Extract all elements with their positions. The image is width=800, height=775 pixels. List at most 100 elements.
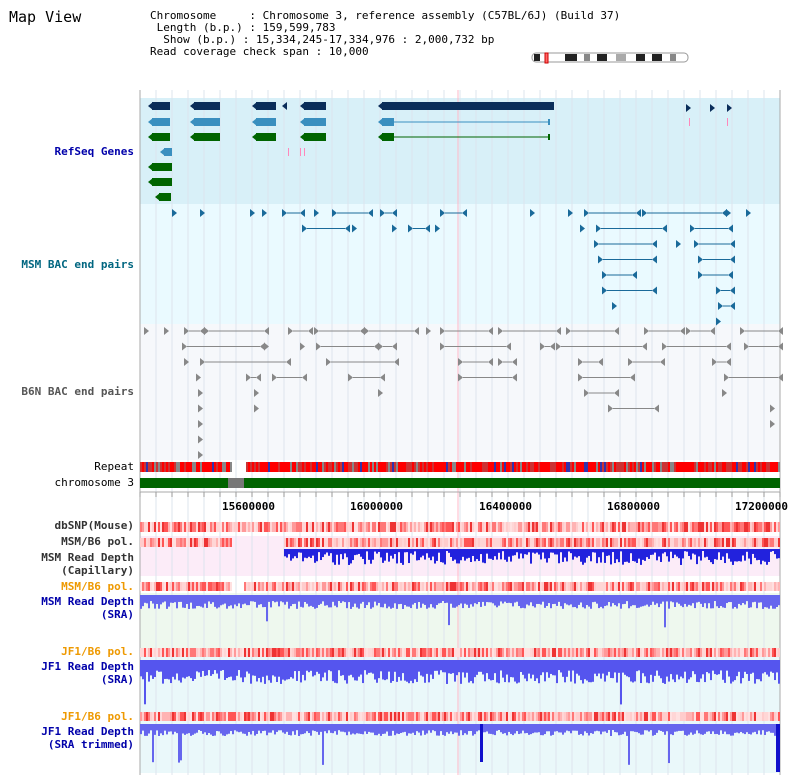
heat-segment [360,582,362,591]
depth-bar [316,549,318,562]
depth-bar [314,549,316,563]
depth-bar [486,595,488,603]
heat-segment [350,648,352,657]
heat-segment [778,582,780,591]
depth-bar [702,595,704,608]
heat-segment [688,582,690,591]
depth-bar [476,660,478,675]
repeat-segment [762,462,764,472]
heat-segment [396,648,398,657]
depth-bar [592,660,594,682]
depth-bar [746,549,748,552]
heat-segment [632,522,634,532]
label-b6n-bac[interactable]: B6N BAC end pairs [21,385,134,398]
heat-segment [282,712,284,721]
depth-bar [374,660,376,680]
label-repeat[interactable]: Repeat [94,460,134,473]
depth-bar [444,549,446,565]
repeat-segment [406,462,408,472]
heat-segment [474,582,476,591]
depth-bar [184,595,186,608]
heat-segment [224,522,226,532]
label-msm-depth-cap[interactable]: MSM Read Depth [41,551,134,564]
repeat-segment [470,462,472,472]
depth-bar [650,660,652,675]
depth-bar [272,660,274,676]
heat-segment [172,648,174,657]
heat-segment [340,712,342,721]
chromosome-ideogram[interactable] [531,52,689,64]
b6n-bac-track[interactable] [144,327,783,459]
gene-arrow [710,104,715,112]
repeat-segment [650,462,652,472]
heat-segment [400,582,402,591]
heat-segment [758,582,760,591]
heat-segment [446,712,448,721]
depth-bar [444,660,446,673]
depth-bar [724,595,726,608]
depth-bar [292,660,294,679]
repeat-segment [482,462,484,472]
heat-segment [588,712,590,721]
repeat-segment [476,462,478,472]
label-chromosome[interactable]: chromosome 3 [54,476,134,489]
repeat-segment [528,462,530,472]
msm-bac-track[interactable] [172,209,751,326]
repeat-segment [284,462,286,472]
label-msm-b6-pol-2[interactable]: MSM/B6 pol. [61,580,134,593]
depth-bar [288,595,290,609]
depth-bar [480,549,482,555]
label-jf1-b6-pol-1[interactable]: JF1/B6 pol. [61,645,134,658]
heat-segment [744,538,746,547]
repeat-segment [746,462,748,472]
heat-segment [756,522,758,532]
depth-bar [654,549,656,553]
heat-segment [440,712,442,721]
label-msm-bac[interactable]: MSM BAC end pairs [21,258,134,271]
depth-bar [292,724,294,732]
depth-bar [404,549,406,553]
heat-segment [330,538,332,547]
b6n-bac-end [512,358,517,366]
chromosome-bar[interactable] [140,478,780,488]
depth-bar [190,595,192,603]
depth-bar [308,549,310,557]
repeat-segment [190,462,192,472]
repeat-track[interactable] [140,462,780,472]
depth-bar [212,595,214,603]
heat-segment [526,712,528,721]
label-jf1-trim[interactable]: JF1 Read Depth [41,725,134,738]
msm-bac-end [598,255,603,264]
heat-segment [174,538,176,547]
heat-segment [592,538,594,547]
refseq-genes-track[interactable] [148,102,732,201]
label-msm-b6-pol-1[interactable]: MSM/B6 pol. [61,535,134,548]
heat-segment [546,538,548,547]
heat-segment [422,582,424,591]
depth-bar [754,595,756,602]
heat-segment [216,522,218,532]
depth-bar [546,724,548,732]
depth-bar [488,549,490,559]
label-jf1-b6-pol-2[interactable]: JF1/B6 pol. [61,710,134,723]
label-jf1-depth[interactable]: JF1 Read Depth [41,660,134,673]
heat-segment [186,648,188,657]
heat-segment [740,538,742,547]
msm-bac-end [690,224,695,233]
heat-segment [208,582,210,591]
heat-segment [468,582,470,591]
depth-bar [312,595,314,607]
heat-segment [744,582,746,591]
depth-bar [674,660,676,683]
label-refseq-genes[interactable]: RefSeq Genes [54,145,134,158]
heat-segment [342,648,344,657]
msm-bac-end [282,209,287,217]
depth-bar [570,724,572,734]
label-msm-depth-sra[interactable]: MSM Read Depth [41,595,134,608]
heat-segment [750,522,752,532]
signal-tracks[interactable] [140,522,780,772]
label-dbsnp[interactable]: dbSNP(Mouse) [54,519,134,532]
heat-segment [594,522,596,532]
heat-segment [338,522,340,532]
